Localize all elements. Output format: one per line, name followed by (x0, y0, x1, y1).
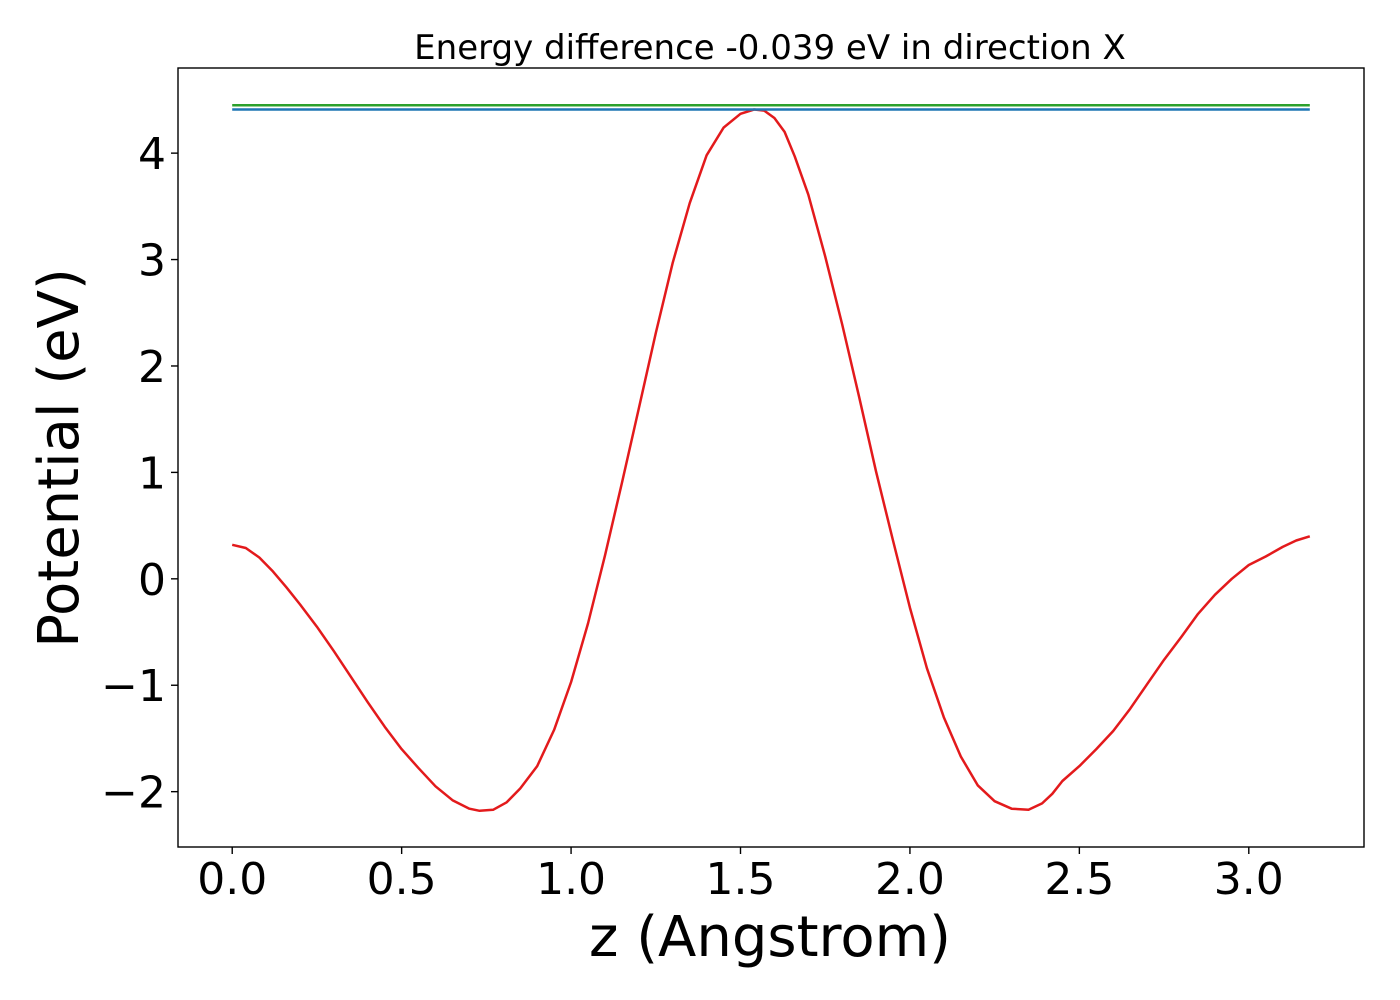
plot-area: 0.0 0.5 1.0 1.5 2.0 2.5 3.0 −2 −1 0 1 2 3 4 (101, 67, 1365, 905)
x-tick-label: 1.0 (536, 854, 606, 905)
x-tick-label: 1.5 (706, 854, 776, 905)
y-tick-label: 0 (138, 555, 166, 606)
y-tick-label: 2 (138, 342, 166, 393)
y-tick-label: 3 (138, 236, 166, 287)
x-tick-label: 2.5 (1044, 854, 1114, 905)
x-axis-label: z (Angstrom) (589, 905, 951, 970)
plot-frame (177, 67, 1365, 848)
y-tick-label: −1 (101, 661, 166, 712)
x-tick-label: 2.0 (875, 854, 945, 905)
x-tick-label: 0.5 (367, 854, 437, 905)
chart-title: Energy difference -0.039 eV in direction… (414, 28, 1126, 68)
y-tick-label: 1 (138, 448, 166, 499)
series-line-0 (231, 108, 1311, 813)
y-axis-label: Potential (eV) (27, 268, 92, 648)
x-tick-label: 0.0 (197, 854, 267, 905)
y-tick-label: 4 (138, 129, 166, 180)
x-tick-label: 3.0 (1214, 854, 1284, 905)
y-tick-label: −2 (101, 768, 166, 819)
